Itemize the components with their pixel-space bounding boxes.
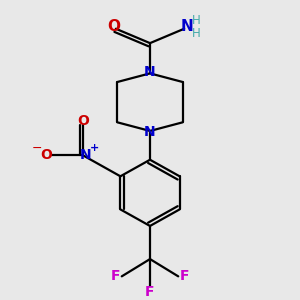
Text: O: O bbox=[107, 19, 120, 34]
Text: H: H bbox=[192, 14, 201, 27]
Text: F: F bbox=[111, 269, 121, 283]
Text: N: N bbox=[144, 125, 156, 140]
Text: F: F bbox=[145, 285, 155, 299]
Text: −: − bbox=[31, 142, 42, 155]
Text: O: O bbox=[40, 148, 52, 162]
Text: +: + bbox=[90, 143, 99, 153]
Text: H: H bbox=[192, 27, 201, 40]
Text: N: N bbox=[144, 65, 156, 79]
Text: N: N bbox=[80, 148, 91, 162]
Text: F: F bbox=[179, 269, 189, 283]
Text: N: N bbox=[181, 19, 194, 34]
Text: O: O bbox=[77, 114, 89, 128]
